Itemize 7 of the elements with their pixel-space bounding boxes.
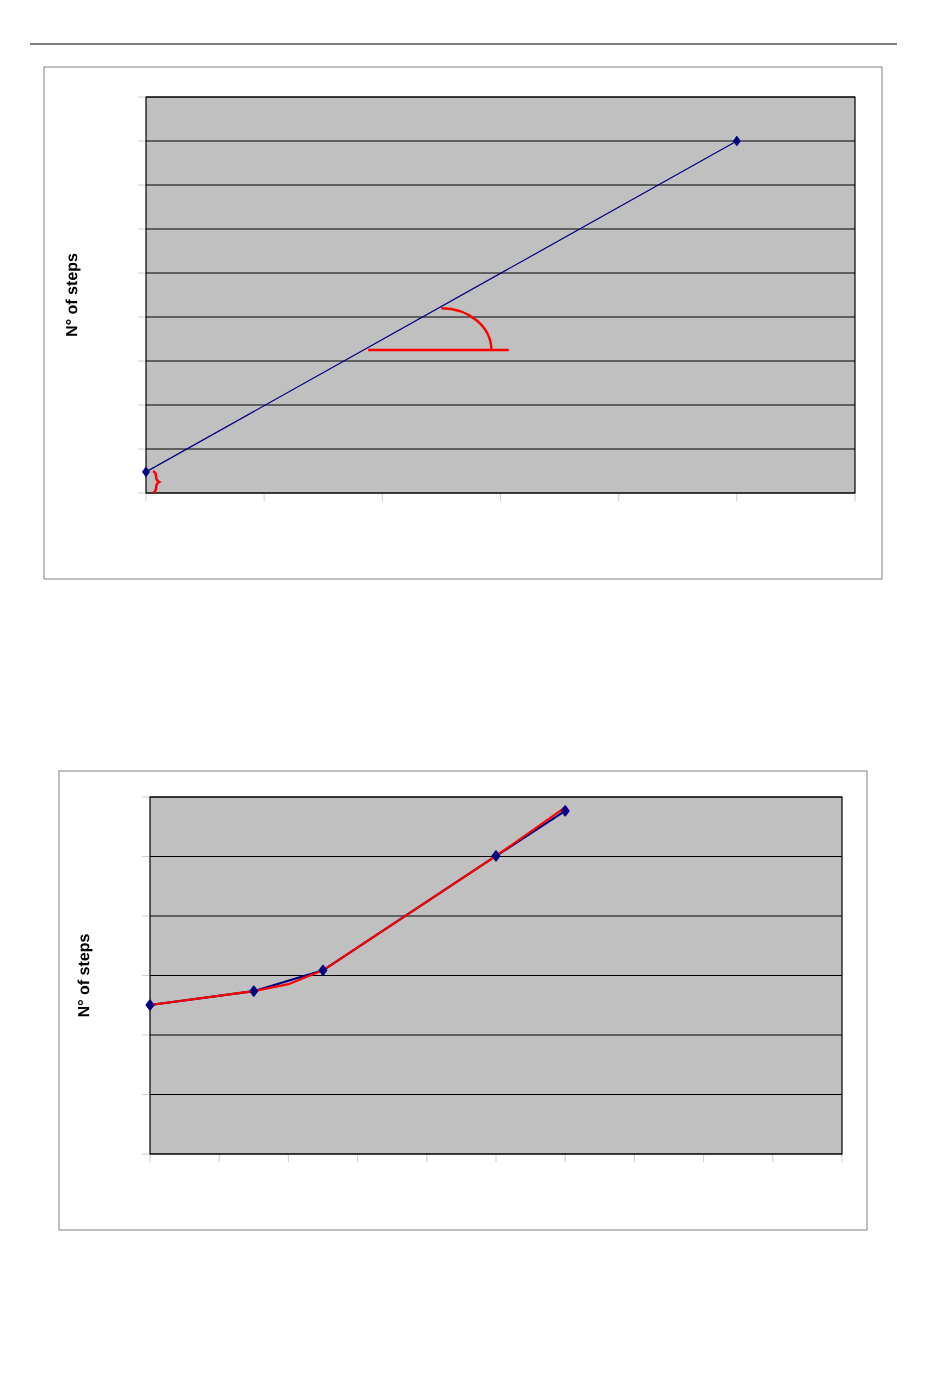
y-axis-title: N° of steps bbox=[65, 253, 81, 336]
point bbox=[318, 964, 328, 976]
point bbox=[491, 850, 501, 862]
point bbox=[560, 805, 570, 817]
point bbox=[145, 999, 155, 1011]
y-axis-title: N° of steps bbox=[77, 934, 93, 1017]
point bbox=[249, 985, 259, 997]
